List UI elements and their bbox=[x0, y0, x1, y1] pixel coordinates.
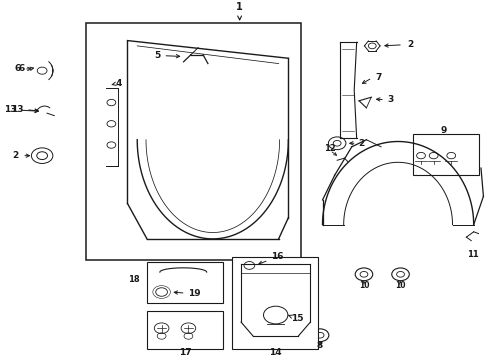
Text: 13: 13 bbox=[11, 105, 23, 114]
Text: 7: 7 bbox=[375, 73, 381, 82]
Text: 6: 6 bbox=[15, 64, 31, 73]
Text: 8: 8 bbox=[316, 341, 323, 350]
Text: 9: 9 bbox=[439, 126, 446, 135]
Bar bbox=[147, 311, 222, 349]
Text: 15: 15 bbox=[287, 314, 303, 323]
Text: 17: 17 bbox=[178, 348, 191, 357]
Text: 10: 10 bbox=[358, 282, 368, 291]
Text: 18: 18 bbox=[128, 275, 140, 284]
Bar bbox=[232, 257, 317, 349]
Text: 14: 14 bbox=[268, 348, 281, 357]
Text: 13: 13 bbox=[4, 105, 38, 114]
Text: 4: 4 bbox=[112, 78, 122, 87]
Text: 2: 2 bbox=[407, 40, 412, 49]
Bar bbox=[86, 23, 300, 260]
Text: 2: 2 bbox=[12, 151, 19, 160]
Text: 6: 6 bbox=[18, 64, 24, 73]
Text: 2: 2 bbox=[358, 139, 364, 148]
Text: 1: 1 bbox=[236, 2, 243, 12]
Text: 11: 11 bbox=[466, 250, 478, 259]
Bar bbox=[412, 134, 478, 175]
Text: 10: 10 bbox=[394, 282, 405, 291]
Bar bbox=[147, 262, 222, 303]
Text: 16: 16 bbox=[258, 252, 283, 264]
Text: 12: 12 bbox=[323, 144, 335, 153]
Text: 3: 3 bbox=[387, 95, 393, 104]
Text: 5: 5 bbox=[154, 51, 179, 60]
Text: 19: 19 bbox=[174, 289, 201, 298]
